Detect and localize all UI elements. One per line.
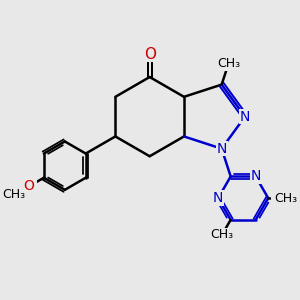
Text: N: N [217,142,227,156]
Text: CH₃: CH₃ [3,188,26,201]
Text: N: N [213,191,224,205]
Text: CH₃: CH₃ [217,58,240,70]
Text: N: N [250,169,261,184]
Text: CH₃: CH₃ [274,192,297,205]
Text: O: O [144,46,156,62]
Text: O: O [23,179,34,194]
Text: N: N [240,110,250,124]
Text: CH₃: CH₃ [210,229,233,242]
